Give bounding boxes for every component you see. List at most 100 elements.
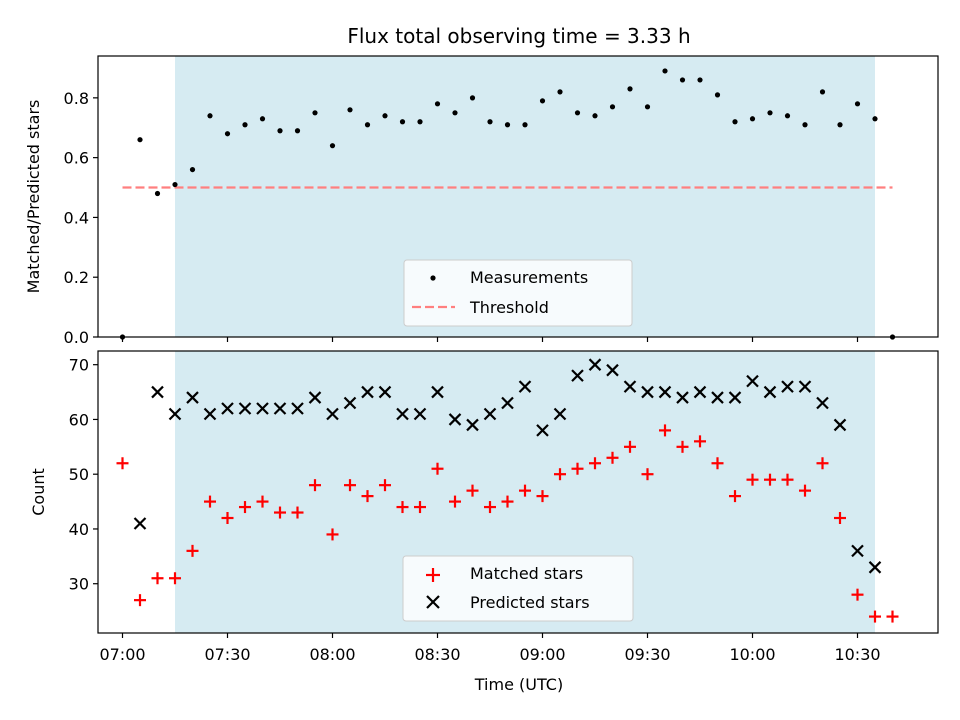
measurement-point — [294, 128, 301, 134]
legend-matched-marker — [426, 568, 440, 582]
x-tick-label: 07:00 — [99, 645, 145, 664]
measurement-point — [137, 137, 143, 143]
predicted-stars-points — [133, 358, 882, 574]
predicted-star-point — [343, 396, 357, 410]
bottom-y-tick-label: 40 — [69, 520, 89, 539]
bottom-y-tick-label: 50 — [69, 465, 89, 484]
measurement-point — [364, 122, 371, 128]
matched-star-point — [536, 490, 549, 503]
measurement-point — [522, 122, 528, 128]
x-tick-label: 08:30 — [414, 645, 460, 664]
matched-star-point — [256, 495, 269, 508]
measurement-point — [854, 101, 861, 107]
measurement-point — [382, 113, 388, 119]
measurement-point — [784, 113, 791, 119]
predicted-star-point — [641, 385, 654, 399]
bottom-plot-frame — [97, 350, 939, 634]
matched-star-point — [799, 484, 811, 497]
matched-star-point — [414, 501, 426, 514]
matched-star-point — [816, 457, 829, 470]
measurement-point — [417, 119, 423, 125]
bottom-panel: 30 40 50 60 70 07:00 07:30 08:00 08:30 09:00 09:3… — [29, 350, 939, 694]
predicted-star-point — [308, 391, 322, 404]
measurement-point — [224, 131, 231, 137]
legend-matched-label: Matched stars — [470, 564, 583, 583]
bottom-y-tick-label: 30 — [69, 575, 89, 594]
matched-star-point — [169, 572, 181, 585]
matched-stars-points — [116, 424, 899, 623]
top-plot-frame — [97, 55, 939, 338]
predicted-star-point — [448, 413, 462, 426]
predicted-star-point — [291, 402, 304, 415]
top-points — [119, 68, 896, 340]
predicted-star-point — [536, 424, 549, 437]
measurement-point — [802, 122, 808, 128]
predicted-star-point — [763, 385, 777, 399]
measurement-point — [872, 116, 878, 122]
predicted-star-point — [588, 358, 602, 371]
predicted-star-point — [186, 391, 199, 404]
matched-star-point — [274, 506, 286, 519]
predicted-star-point — [413, 407, 427, 421]
matched-star-point — [239, 501, 251, 514]
measurement-point — [154, 190, 161, 197]
matched-star-point — [624, 440, 636, 453]
measurement-point — [557, 89, 563, 95]
predicted-star-point — [553, 407, 567, 421]
measurement-point — [277, 128, 283, 134]
predicted-star-point — [483, 407, 497, 421]
predicted-star-point — [833, 418, 847, 432]
chart-title: Flux total observing time = 3.33 h — [347, 24, 690, 48]
matched-star-point — [869, 610, 881, 623]
matched-star-point — [641, 468, 654, 481]
matched-star-point — [781, 473, 794, 486]
measurement-point — [539, 98, 546, 104]
measurement-point — [574, 110, 581, 116]
measurement-point — [469, 95, 476, 101]
matched-star-point — [589, 457, 601, 470]
predicted-star-point — [693, 385, 707, 399]
matched-star-point — [519, 484, 531, 497]
top-y-tick-label: 0.6 — [64, 149, 89, 168]
measurement-point — [452, 110, 458, 116]
measurement-point — [819, 89, 826, 95]
matched-star-point — [466, 484, 479, 497]
measurement-point — [347, 107, 353, 113]
matched-star-point — [886, 610, 899, 623]
predicted-star-point — [378, 385, 392, 399]
measurement-point — [399, 119, 406, 125]
matched-star-point — [501, 495, 514, 508]
matched-star-point — [326, 528, 339, 541]
bottom-y-tick-label: 60 — [69, 410, 89, 429]
measurement-point — [329, 143, 336, 149]
top-y-tick-label: 0.8 — [64, 89, 89, 108]
measurement-point — [172, 181, 178, 188]
matched-star-point — [834, 512, 846, 525]
predicted-star-point — [816, 396, 829, 410]
predicted-star-point — [868, 561, 882, 574]
matched-star-point — [291, 506, 304, 519]
predicted-star-point — [133, 517, 147, 530]
measurement-point — [714, 92, 721, 98]
measurement-point — [697, 77, 703, 83]
predicted-star-point — [781, 380, 794, 393]
matched-star-point — [151, 572, 164, 585]
predicted-star-point — [606, 363, 619, 377]
measurement-point — [189, 166, 196, 173]
predicted-star-point — [851, 544, 864, 558]
measurement-point — [627, 86, 633, 92]
matched-star-point — [746, 473, 759, 486]
matched-star-point — [204, 495, 216, 508]
predicted-star-point — [151, 385, 164, 399]
predicted-star-point — [466, 418, 479, 432]
measurement-point — [679, 77, 686, 83]
x-tick-label: 10:00 — [729, 645, 775, 664]
bottom-y-ticks: 30 40 50 60 70 — [69, 356, 98, 594]
matched-star-point — [764, 473, 776, 486]
x-tick-label: 10:30 — [834, 645, 880, 664]
predicted-star-point — [361, 385, 374, 399]
predicted-star-point — [203, 407, 217, 421]
matched-star-point — [606, 451, 619, 464]
predicted-star-point — [798, 380, 812, 393]
predicted-star-point — [728, 391, 742, 404]
